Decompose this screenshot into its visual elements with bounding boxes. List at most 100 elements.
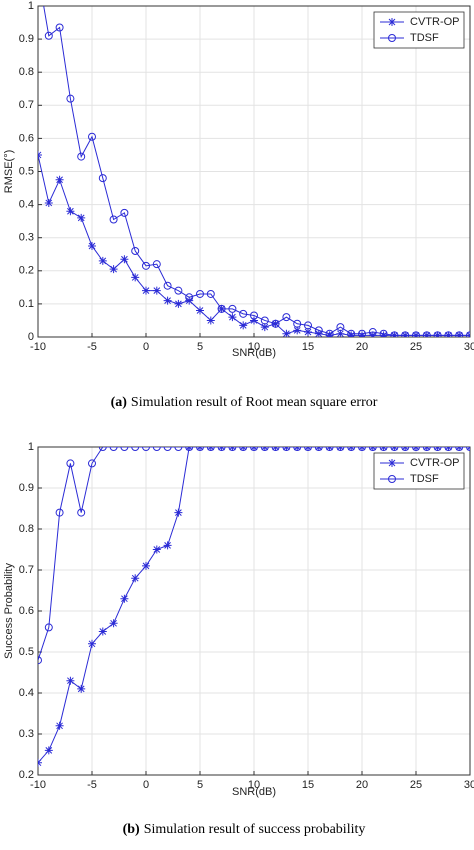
- marker: [109, 215, 118, 224]
- x-tick-label: 30: [464, 341, 474, 353]
- marker: [379, 447, 388, 451]
- marker: [401, 331, 410, 337]
- marker: [314, 326, 323, 335]
- marker: [336, 447, 345, 451]
- marker: [271, 319, 280, 328]
- marker: [304, 328, 312, 337]
- marker: [185, 447, 194, 451]
- y-tick-label: 0.4: [19, 687, 34, 699]
- series-line: [38, 447, 470, 764]
- legend-marker: [388, 18, 396, 26]
- marker: [66, 459, 75, 468]
- legend-label: CVTR-OP: [410, 16, 460, 28]
- y-tick-label: 0.9: [19, 482, 34, 494]
- marker: [152, 260, 161, 269]
- marker: [250, 316, 258, 325]
- marker: [55, 175, 64, 184]
- marker: [379, 331, 388, 337]
- marker: [293, 326, 302, 335]
- x-tick-label: 10: [248, 341, 260, 353]
- legend-box: [373, 452, 465, 490]
- marker: [379, 329, 388, 337]
- y-tick-label: 0.1: [19, 298, 34, 310]
- marker: [282, 313, 291, 322]
- marker: [142, 447, 150, 451]
- marker: [250, 447, 258, 451]
- marker: [55, 23, 64, 32]
- marker: [174, 299, 183, 308]
- marker: [88, 132, 96, 141]
- marker: [260, 323, 269, 332]
- marker: [163, 447, 172, 451]
- plot-group: [38, 6, 470, 337]
- y-tick-label: 0.6: [19, 605, 34, 617]
- marker: [163, 281, 172, 290]
- y-tick-label: 1: [28, 0, 34, 12]
- x-tick-label: 0: [143, 341, 149, 353]
- marker: [120, 594, 129, 603]
- y-tick-label: 0.2: [19, 769, 34, 781]
- y-axis-label: Success Probability: [3, 563, 15, 659]
- marker: [77, 684, 86, 693]
- marker: [390, 331, 399, 337]
- x-tick-label: 15: [302, 779, 314, 791]
- marker: [250, 311, 258, 320]
- marker: [206, 316, 215, 325]
- y-tick-label: 0.6: [19, 132, 34, 144]
- legend-label: TDSF: [410, 473, 439, 485]
- caption-label: (b): [123, 822, 140, 837]
- marker: [44, 746, 53, 755]
- marker: [120, 255, 129, 264]
- y-tick-label: 0.2: [19, 265, 34, 277]
- marker: [142, 286, 150, 295]
- marker: [142, 561, 150, 570]
- marker: [77, 508, 86, 517]
- marker: [444, 447, 453, 451]
- marker: [358, 447, 366, 451]
- marker: [98, 447, 107, 451]
- marker: [271, 447, 280, 451]
- marker: [142, 261, 150, 270]
- marker: [368, 447, 377, 451]
- marker: [228, 304, 237, 313]
- marker: [293, 447, 302, 451]
- x-axis-label: SNR(dB): [232, 347, 276, 359]
- y-tick-label: 0.7: [19, 564, 34, 576]
- marker: [152, 447, 161, 451]
- marker: [38, 150, 42, 159]
- marker: [38, 758, 42, 767]
- marker: [131, 273, 140, 282]
- marker: [358, 331, 366, 337]
- marker: [325, 447, 334, 451]
- marker: [77, 152, 86, 161]
- marker: [228, 447, 237, 451]
- marker: [98, 174, 107, 183]
- marker: [368, 328, 377, 337]
- marker: [282, 329, 291, 337]
- marker: [325, 329, 334, 337]
- marker: [358, 329, 366, 337]
- legend-label: TDSF: [410, 32, 439, 44]
- marker: [174, 286, 183, 295]
- y-tick-label: 0.9: [19, 33, 34, 45]
- y-tick-label: 0.5: [19, 165, 34, 177]
- marker: [336, 323, 345, 332]
- marker: [98, 627, 107, 636]
- marker: [433, 447, 442, 451]
- marker: [66, 94, 75, 103]
- marker: [390, 447, 399, 451]
- marker: [304, 321, 312, 330]
- marker: [44, 623, 53, 632]
- y-tick-label: 0.3: [19, 232, 34, 244]
- marker: [88, 459, 96, 468]
- marker: [44, 198, 53, 207]
- marker: [347, 329, 356, 337]
- x-tick-label: 5: [197, 779, 203, 791]
- x-tick-label: -10: [30, 779, 46, 791]
- caption-label: (a): [111, 395, 128, 410]
- x-tick-label: 5: [197, 341, 203, 353]
- marker: [120, 208, 129, 217]
- marker: [260, 316, 269, 325]
- x-tick-label: 0: [143, 779, 149, 791]
- y-tick-label: 0.8: [19, 523, 34, 535]
